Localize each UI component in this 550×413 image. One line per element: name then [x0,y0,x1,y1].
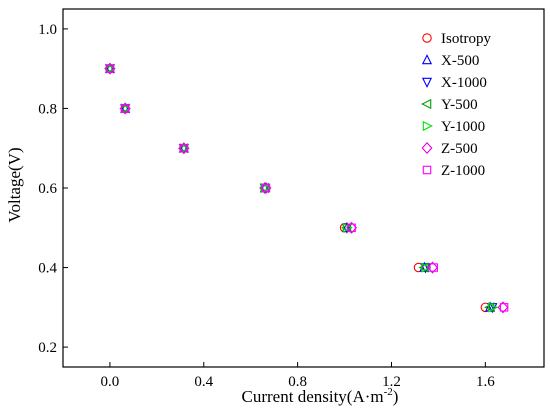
legend-item: Y-1000 [422,119,485,135]
legend-marker [422,33,432,43]
data-point [347,223,356,233]
legend: Isotropy X-500 X-1000 Y-500 Y-1000 Z-500 Z-100… [421,31,491,179]
legend-label: X-500 [441,53,479,69]
series-x-1000 [104,64,498,314]
x-axis-label: Current density(A·m-2) [242,386,399,406]
data-point [104,62,116,75]
legend-item: X-500 [421,53,479,69]
data-point [260,181,272,195]
legend-item: Isotropy [422,31,491,47]
series-y-500 [103,63,495,313]
legend-label: Isotropy [441,31,491,47]
x-axis-label-main: Current density(A·m [242,387,384,406]
y-tick-label: 0.4 [38,261,57,277]
legend-marker [421,54,433,65]
data-point [429,263,438,272]
legend-label: Y-500 [441,97,478,113]
series-isotropy [105,63,491,313]
legend-item: X-1000 [421,75,487,91]
data-point [178,142,190,155]
legend-marker [421,141,433,155]
data-point [488,302,499,313]
legend-marker [422,120,433,132]
legend-item: Y-500 [421,97,478,113]
data-point [421,262,432,273]
data-point [499,303,509,312]
x-tick-label: 0.0 [101,374,120,390]
data-point [179,143,189,153]
y-tick-label: 0.6 [38,181,57,197]
data-point [119,102,131,115]
x-tick-label: 1.6 [476,374,495,390]
series-x-500 [104,62,496,312]
y-axis-ticks: 0.2 0.4 0.6 0.8 1.0 [38,22,68,356]
data-point [484,302,495,313]
legend-marker [422,165,432,175]
y-tick-label: 0.2 [38,340,57,356]
x-tick-label: 0.4 [194,374,213,390]
legend-label: Y-1000 [441,119,485,135]
data-point [341,223,352,234]
legend-label: X-1000 [441,75,487,91]
y-axis-label: Voltage(V) [5,147,24,222]
y-tick-label: 0.8 [38,101,57,117]
data-point [120,104,130,113]
x-axis-label-close: ) [393,387,399,406]
data-point [497,301,509,314]
data-markers [103,62,509,314]
data-point [105,64,115,73]
x-axis-label-superscript: -2 [384,386,393,398]
legend-marker [421,98,432,110]
legend-label: Z-500 [441,141,478,157]
x-axis-ticks: 0.0 0.4 0.8 1.2 1.6 [101,362,495,390]
x-tick-label: 0.8 [288,374,307,390]
data-point [346,221,358,234]
series-z-500 [104,62,509,314]
legend-label: Z-1000 [441,163,485,179]
data-point [261,183,271,193]
data-point [427,261,438,274]
series-y-1000 [105,63,499,313]
x-tick-label: 1.2 [382,374,401,390]
y-tick-label: 1.0 [38,22,57,38]
series-z-1000 [105,64,509,312]
legend-marker [421,77,433,88]
legend-item: Z-1000 [422,163,485,179]
legend-item: Z-500 [421,141,478,157]
